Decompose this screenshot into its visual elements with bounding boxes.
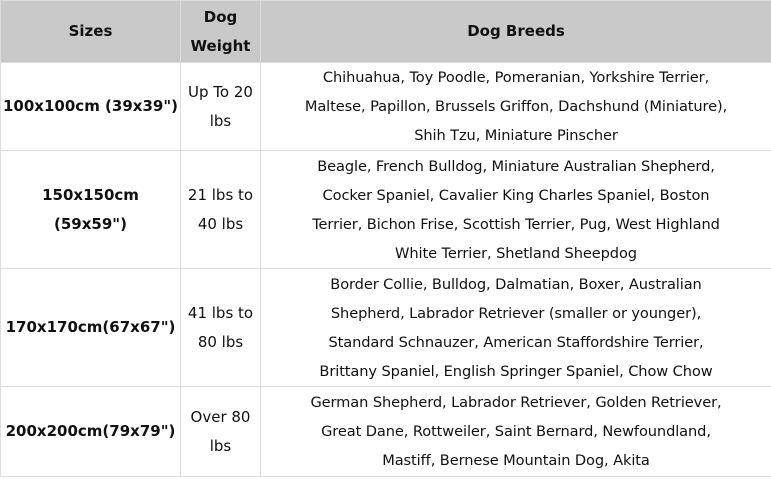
breeds-line: Cocker Spaniel, Cavalier King Charles Sp… <box>322 186 710 204</box>
header-dog-breeds: Dog Breeds <box>260 0 771 63</box>
breeds-line: Border Collie, Bulldog, Dalmatian, Boxer… <box>330 275 702 293</box>
size-line: (59x59") <box>54 214 127 233</box>
breeds-cell: Chihuahua, Toy Poodle, Pomeranian, Yorks… <box>260 62 771 151</box>
weight-line: 40 lbs <box>197 214 244 233</box>
weight-line: 21 lbs to <box>187 185 254 204</box>
weight-line: Over 80 <box>190 407 251 426</box>
header-sizes: Sizes <box>0 0 181 63</box>
breeds-line: Beagle, French Bulldog, Miniature Austra… <box>317 157 715 175</box>
breeds-line: Mastiff, Bernese Mountain Dog, Akita <box>382 452 650 469</box>
breeds-line: Maltese, Papillon, Brussels Griffon, Dac… <box>304 98 728 115</box>
breeds-line: Brittany Spaniel, English Springer Spani… <box>319 362 713 380</box>
breeds-line: White Terrier, Shetland Sheepdog <box>395 244 637 262</box>
breeds-line: German Shepherd, Labrador Retriever, Gol… <box>310 394 722 411</box>
breeds-line: Great Dane, Rottweiler, Saint Bernard, N… <box>321 423 711 440</box>
breeds-cell: Beagle, French Bulldog, Miniature Austra… <box>260 150 771 269</box>
weight-line: lbs <box>209 111 232 130</box>
weight-cell: Over 80 lbs <box>180 386 261 477</box>
weight-line: 41 lbs to <box>187 303 254 322</box>
breeds-line: Shih Tzu, Miniature Pinscher <box>414 127 618 144</box>
table-row: 150x150cm (59x59") 21 lbs to 40 lbs Beagle, … <box>0 150 771 269</box>
table-row: 170x170cm(67x67") 41 lbs to 80 lbs Border C… <box>0 268 771 387</box>
table-row: 200x200cm(79x79") Over 80 lbs German Shephe… <box>0 386 771 477</box>
size-cell: 150x150cm (59x59") <box>0 150 181 269</box>
weight-cell: Up To 20 lbs <box>180 62 261 151</box>
header-weight-line: Weight <box>190 36 251 55</box>
weight-line: lbs <box>209 436 232 455</box>
size-line: 150x150cm <box>42 185 139 204</box>
breeds-cell: German Shepherd, Labrador Retriever, Gol… <box>260 386 771 477</box>
size-line: 200x200cm(79x79") <box>5 422 176 440</box>
breeds-cell: Border Collie, Bulldog, Dalmatian, Boxer… <box>260 268 771 387</box>
weight-cell: 41 lbs to 80 lbs <box>180 268 261 387</box>
header-dog-weight: Dog Weight <box>180 0 261 63</box>
size-line: 170x170cm(67x67") <box>5 318 176 336</box>
weight-cell: 21 lbs to 40 lbs <box>180 150 261 269</box>
breeds-line: Standard Schnauzer, American Staffordshi… <box>328 333 704 351</box>
breeds-line: Chihuahua, Toy Poodle, Pomeranian, Yorks… <box>322 69 710 86</box>
size-line: 100x100cm (39x39") <box>3 97 178 115</box>
breeds-line: Terrier, Bichon Frise, Scottish Terrier,… <box>312 215 720 233</box>
size-cell: 170x170cm(67x67") <box>0 268 181 387</box>
breeds-line: Shepherd, Labrador Retriever (smaller or… <box>330 304 702 322</box>
weight-line: Up To 20 <box>188 82 253 101</box>
weight-line: 80 lbs <box>197 332 244 351</box>
size-cell: 200x200cm(79x79") <box>0 386 181 477</box>
header-weight-line: Dog <box>203 7 238 26</box>
size-cell: 100x100cm (39x39") <box>0 62 181 151</box>
table-row: 100x100cm (39x39") Up To 20 lbs Chihuahua, … <box>0 62 771 151</box>
header-row: Sizes Dog Weight Dog Breeds <box>0 0 771 63</box>
